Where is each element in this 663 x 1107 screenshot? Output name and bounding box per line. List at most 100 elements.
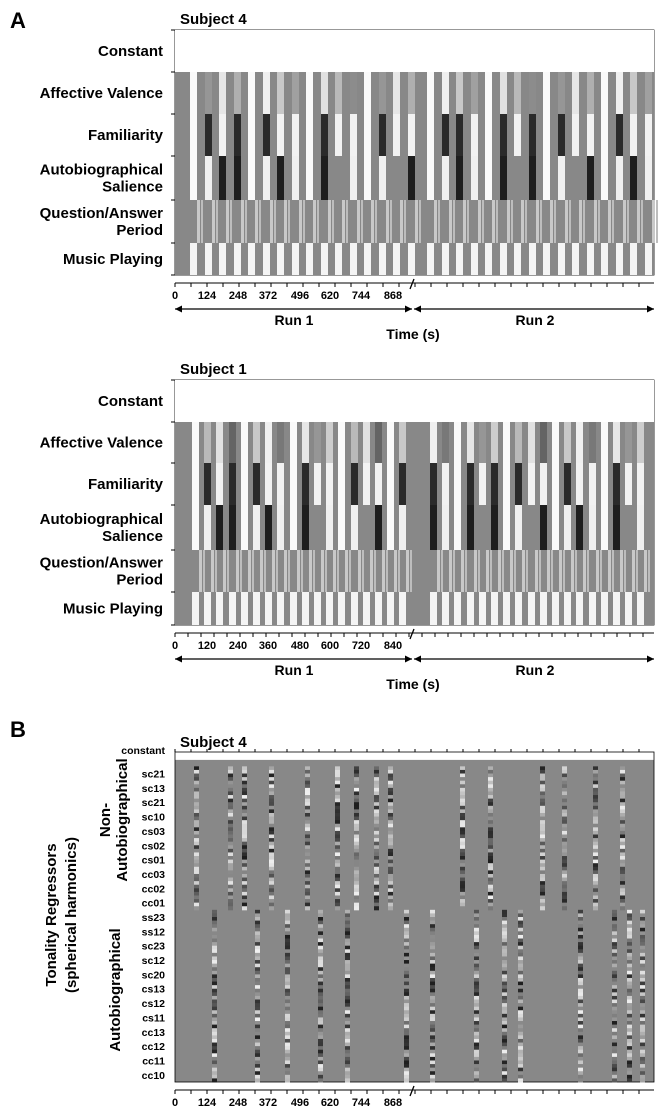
tonality-cell	[269, 830, 274, 835]
run1-arrow-head-left	[175, 305, 182, 313]
question-answer-bar	[536, 200, 539, 243]
question-answer-bar	[569, 200, 571, 243]
tonality-cell	[578, 1006, 583, 1011]
tonality-cell	[335, 816, 340, 821]
question-answer-bar	[374, 550, 376, 592]
tonality-cell	[518, 1010, 523, 1015]
tonality-cell	[627, 1017, 632, 1022]
tonality-cell	[374, 873, 379, 879]
tonality-cell	[488, 784, 493, 789]
tonality-cell	[502, 1074, 507, 1079]
tonality-cell	[242, 888, 247, 893]
tonality-cell	[620, 877, 625, 882]
tonality-cell	[404, 967, 409, 972]
tonality-cell	[228, 873, 233, 879]
tonality-cell	[562, 899, 567, 904]
tonality-cell	[228, 777, 233, 782]
question-answer-bar	[623, 200, 626, 243]
axis-break-mark	[409, 278, 415, 290]
tonality-cell	[269, 852, 274, 857]
tonality-cell	[540, 812, 545, 818]
tonality-cell	[228, 816, 233, 821]
question-answer-bar	[346, 200, 348, 243]
tonality-cell	[430, 981, 435, 986]
tonality-cell	[335, 787, 340, 792]
row-label: Salience	[102, 528, 163, 545]
tonality-cell	[430, 1053, 435, 1058]
question-answer-bar	[583, 550, 586, 592]
tonality-cell	[474, 1071, 479, 1076]
tonality-cell	[540, 906, 545, 911]
tonality-cell	[374, 820, 379, 825]
tonality-cell	[540, 780, 545, 785]
tonality-cell	[640, 1056, 645, 1061]
row-label: Autobiographical	[40, 162, 163, 179]
tonality-cell	[593, 816, 598, 821]
tonality-cell	[285, 974, 290, 979]
tonality-cell	[612, 942, 617, 947]
tonality-cell	[540, 870, 545, 875]
tonality-cell	[318, 960, 323, 965]
tonality-cell	[285, 1053, 290, 1058]
tonality-cell	[430, 1006, 435, 1011]
tonality-cell	[627, 1060, 632, 1065]
tonality-cell	[242, 823, 247, 828]
tonality-cell	[540, 769, 545, 775]
tonality-cell	[488, 816, 493, 821]
tonality-cell	[488, 870, 493, 875]
question-answer-bar	[215, 550, 217, 592]
tonality-cell	[474, 956, 479, 961]
tonality-cell	[335, 809, 340, 814]
tonality-cell	[404, 1013, 409, 1018]
tonality-cell	[269, 834, 274, 839]
tonality-cell	[194, 780, 199, 785]
tonality-row-label: ss12	[142, 926, 166, 938]
tonality-cell	[640, 1021, 645, 1026]
tonality-cell	[374, 805, 379, 810]
tonality-cell	[228, 827, 233, 832]
affective-valence-cell	[351, 422, 358, 463]
tonality-cell	[374, 852, 379, 857]
tonality-cell	[404, 1074, 409, 1079]
tonality-cell	[354, 856, 359, 861]
tonality-cell	[212, 1031, 217, 1036]
familiarity-cell	[456, 114, 463, 156]
tonality-cell	[518, 995, 523, 1000]
autobiographical-salience-cell	[515, 505, 522, 550]
autobiographical-salience-cell	[351, 505, 358, 550]
tonality-cell	[640, 942, 645, 947]
familiarity-cell	[645, 114, 652, 156]
tonality-cell	[612, 1028, 617, 1033]
tonality-cell	[430, 1028, 435, 1033]
tonality-cell	[404, 1017, 409, 1022]
tonality-cell	[518, 1056, 523, 1061]
tonality-cell	[612, 927, 617, 932]
tonality-cell	[612, 974, 617, 979]
tonality-cell	[627, 1064, 632, 1069]
question-answer-bar	[449, 550, 452, 592]
tonality-cell	[374, 906, 379, 911]
music-playing-bar	[387, 592, 394, 625]
tonality-cell	[460, 863, 465, 868]
autobiographical-salience-cell	[645, 156, 652, 200]
tonality-cell	[269, 863, 274, 868]
familiarity-cell	[399, 463, 406, 505]
tonality-cell	[318, 974, 323, 979]
run1-label: Run 1	[275, 662, 314, 678]
tonality-cell	[562, 859, 567, 864]
tonality-cell	[474, 934, 479, 940]
tonality-cell	[335, 791, 340, 796]
tonality-cell	[255, 985, 260, 990]
tonality-cell	[212, 963, 217, 968]
tonality-cell	[488, 848, 493, 853]
tonality-cell	[430, 977, 435, 983]
tonality-cell	[242, 795, 247, 800]
tonality-cell	[194, 784, 199, 789]
affective-valence-cell	[529, 72, 536, 114]
music-playing-bar	[572, 243, 579, 275]
tonality-cell	[269, 777, 274, 782]
autobiographical-salience-cell	[379, 156, 386, 200]
tonality-cell	[388, 848, 393, 853]
tonality-cell	[194, 805, 199, 810]
tonality-cell	[212, 960, 217, 965]
